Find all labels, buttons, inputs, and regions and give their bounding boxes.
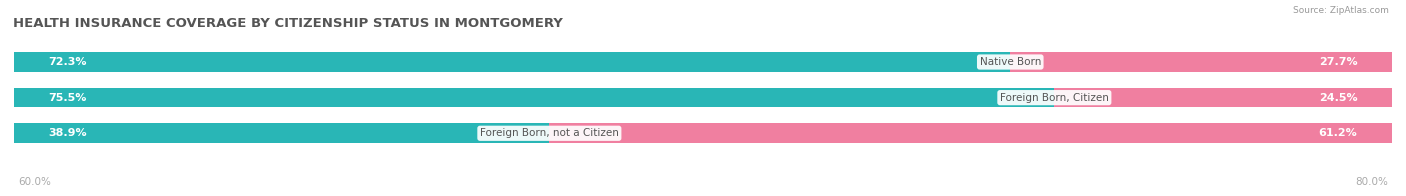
Text: 60.0%: 60.0% [18,177,51,187]
Bar [14,52,1392,72]
Text: 72.3%: 72.3% [48,57,87,67]
Text: 38.9%: 38.9% [48,128,87,138]
Bar [548,123,1392,143]
Text: Source: ZipAtlas.com: Source: ZipAtlas.com [1294,6,1389,15]
Bar [1054,88,1392,107]
Bar [14,88,1054,107]
Text: HEALTH INSURANCE COVERAGE BY CITIZENSHIP STATUS IN MONTGOMERY: HEALTH INSURANCE COVERAGE BY CITIZENSHIP… [13,17,562,30]
Bar [14,123,1392,143]
Text: 27.7%: 27.7% [1319,57,1358,67]
Text: Foreign Born, Citizen: Foreign Born, Citizen [1000,93,1109,103]
Text: Foreign Born, not a Citizen: Foreign Born, not a Citizen [479,128,619,138]
Bar [14,88,1392,107]
Bar [14,52,1011,72]
Text: 61.2%: 61.2% [1319,128,1358,138]
Bar [1011,52,1392,72]
Text: 75.5%: 75.5% [48,93,87,103]
Text: Native Born: Native Born [980,57,1040,67]
Bar [14,123,550,143]
Text: 24.5%: 24.5% [1319,93,1358,103]
Text: 80.0%: 80.0% [1355,177,1388,187]
